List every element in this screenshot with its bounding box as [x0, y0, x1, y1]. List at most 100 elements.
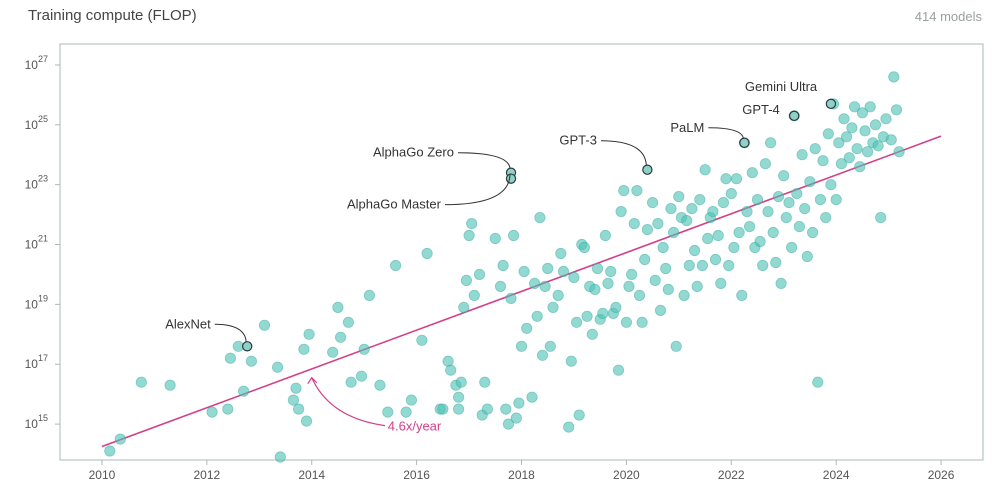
data-point[interactable]	[298, 343, 310, 355]
data-point[interactable]	[864, 101, 876, 113]
data-point[interactable]	[654, 304, 667, 316]
data-point[interactable]	[840, 131, 853, 143]
data-point[interactable]	[345, 376, 357, 388]
data-point[interactable]	[830, 194, 842, 206]
data-point[interactable]	[859, 125, 871, 137]
data-point[interactable]	[602, 277, 614, 289]
data-point[interactable]	[528, 277, 541, 289]
data-point[interactable]	[437, 403, 449, 415]
data-point[interactable]	[232, 340, 244, 352]
data-point[interactable]	[694, 194, 706, 206]
data-point[interactable]	[880, 113, 892, 125]
data-point[interactable]	[665, 203, 677, 215]
data-point[interactable]	[723, 259, 735, 272]
data-point[interactable]	[869, 119, 882, 131]
data-point[interactable]	[854, 161, 866, 173]
data-point[interactable]	[890, 104, 903, 116]
data-point[interactable]	[515, 340, 528, 352]
data-point[interactable]	[135, 376, 147, 388]
data-point[interactable]	[389, 259, 402, 272]
data-point[interactable]	[757, 259, 769, 272]
data-point[interactable]	[164, 379, 176, 391]
data-point[interactable]	[473, 268, 486, 280]
data-point[interactable]	[820, 212, 832, 224]
data-point[interactable]	[707, 206, 719, 218]
data-point[interactable]	[271, 361, 284, 373]
data-point[interactable]	[542, 262, 554, 275]
data-point[interactable]	[536, 349, 549, 361]
data-point[interactable]	[615, 206, 627, 218]
data-point[interactable]	[623, 280, 635, 292]
data-point[interactable]	[875, 212, 887, 224]
data-point[interactable]	[599, 229, 612, 242]
data-point[interactable]	[712, 229, 724, 242]
data-point[interactable]	[785, 241, 798, 254]
data-point[interactable]	[489, 232, 501, 245]
data-point[interactable]	[400, 406, 412, 418]
data-point[interactable]	[539, 280, 551, 292]
data-point[interactable]	[683, 259, 695, 272]
data-point[interactable]	[772, 191, 785, 203]
data-point[interactable]	[730, 173, 743, 185]
data-point[interactable]	[851, 143, 863, 155]
highlighted-point[interactable]	[242, 341, 253, 352]
data-point[interactable]	[888, 71, 900, 83]
data-point[interactable]	[762, 206, 774, 218]
data-point[interactable]	[759, 158, 772, 170]
data-point[interactable]	[767, 226, 779, 239]
data-point[interactable]	[835, 158, 848, 170]
data-point[interactable]	[633, 289, 646, 301]
data-point[interactable]	[681, 215, 693, 227]
data-point[interactable]	[597, 307, 609, 319]
data-point[interactable]	[838, 113, 850, 125]
data-point[interactable]	[555, 247, 567, 260]
data-point[interactable]	[780, 212, 792, 224]
data-point[interactable]	[856, 107, 869, 119]
data-point[interactable]	[526, 391, 538, 403]
data-point[interactable]	[238, 385, 250, 397]
data-point[interactable]	[652, 218, 664, 230]
data-point[interactable]	[502, 418, 514, 430]
data-point[interactable]	[814, 194, 827, 206]
data-point[interactable]	[497, 259, 509, 272]
data-point[interactable]	[848, 101, 861, 113]
data-point[interactable]	[641, 224, 654, 236]
data-point[interactable]	[833, 137, 845, 149]
data-point[interactable]	[531, 310, 543, 322]
data-point[interactable]	[639, 253, 651, 266]
highlighted-point[interactable]	[739, 137, 750, 148]
data-point[interactable]	[405, 394, 417, 406]
data-point[interactable]	[534, 212, 546, 224]
data-point[interactable]	[825, 179, 837, 191]
data-point[interactable]	[544, 340, 556, 352]
data-point[interactable]	[628, 218, 640, 230]
data-point[interactable]	[552, 289, 564, 301]
data-point[interactable]	[510, 412, 522, 424]
data-point[interactable]	[224, 352, 236, 364]
data-point[interactable]	[673, 191, 685, 203]
data-point[interactable]	[791, 188, 803, 200]
data-point[interactable]	[631, 185, 643, 197]
data-point[interactable]	[649, 274, 661, 286]
data-point[interactable]	[612, 364, 625, 376]
data-point[interactable]	[657, 241, 669, 254]
data-point[interactable]	[646, 197, 659, 209]
data-point[interactable]	[206, 406, 218, 418]
data-point[interactable]	[605, 265, 617, 278]
data-point[interactable]	[764, 137, 777, 149]
data-point[interactable]	[636, 316, 648, 328]
data-point[interactable]	[104, 445, 116, 457]
data-point[interactable]	[741, 206, 753, 218]
data-point[interactable]	[382, 406, 394, 418]
data-point[interactable]	[743, 221, 756, 233]
data-point[interactable]	[709, 253, 722, 266]
data-point[interactable]	[334, 331, 347, 343]
data-point[interactable]	[746, 167, 758, 179]
data-point[interactable]	[688, 244, 701, 257]
data-point[interactable]	[625, 268, 638, 280]
data-point[interactable]	[775, 277, 787, 289]
data-point[interactable]	[783, 197, 795, 209]
data-point[interactable]	[662, 283, 674, 295]
data-point[interactable]	[570, 316, 583, 328]
data-point[interactable]	[591, 262, 604, 275]
